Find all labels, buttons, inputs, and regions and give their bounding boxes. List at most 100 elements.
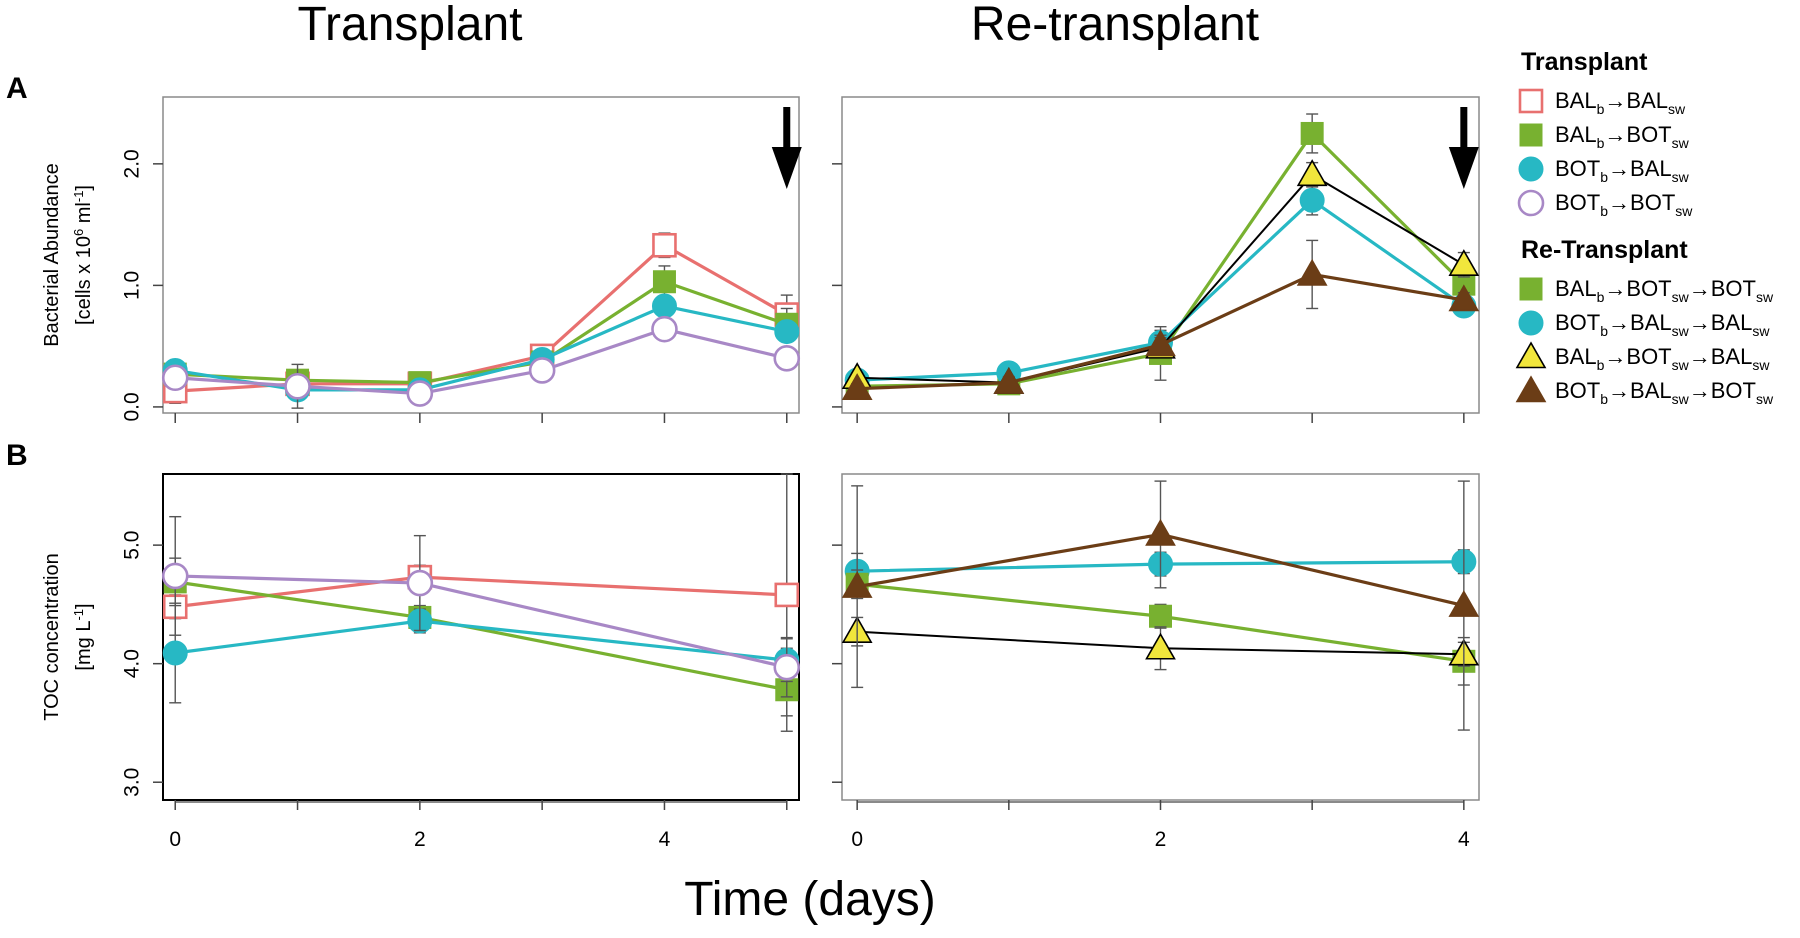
legend-title: Re-Transplant [1521,236,1688,264]
legend-subscript: b [1597,289,1605,305]
legend-text: BAL [1555,88,1597,113]
legend-subscript: b [1600,391,1608,407]
legend-subscript: sw [1672,135,1690,151]
data-point [1296,159,1328,187]
series-line [175,327,788,396]
legend-subscript: sw [1672,357,1690,373]
x-tick-label: 2 [414,828,426,851]
legend-group-1: Re-TransplantBALb→BOTsw→BOTswBOTb→BALsw→… [1515,236,1774,407]
legend-subscript: b [1597,101,1605,117]
data-point [406,380,434,407]
y-axis-label: Bacterial Abundance [41,163,63,346]
legend-marker [1518,310,1544,336]
data-point [773,345,801,372]
column-title-retransplant: Re-transplant [971,0,1259,51]
legend: TransplantBALb→BALswBALb→BOTswBOTb→BALsw… [1515,48,1774,407]
unit-superscript: -1 [71,191,86,203]
legend-text: BOT [1555,190,1600,215]
data-point [284,372,311,400]
legend-subscript: b [1600,203,1608,219]
legend-text: →BAL [1689,344,1753,369]
legend-label: BOTb→BALsw [1555,156,1690,185]
unit-superscript: 6 [71,229,86,236]
data-point [1448,589,1480,617]
legend-marker [1518,156,1544,182]
data-point [162,640,188,666]
legend-marker [1519,123,1543,147]
legend-marker [1515,375,1547,403]
data-point [652,270,676,294]
legend-entry: BOTb→BALsw [1518,156,1690,185]
legend-subscript: sw [1672,169,1690,185]
y-axis-unit: [mg L-1] [71,603,96,670]
legend-subscript: sw [1672,323,1690,339]
series-2 [162,602,800,704]
series-3 [841,480,1480,731]
series-3 [161,515,801,698]
data-point [841,571,873,598]
plot-frame [162,473,800,801]
unit-part: ] [73,185,95,191]
series-3 [161,315,801,409]
legend-text: BOT [1555,378,1600,403]
panel-letter-a: A [6,72,28,105]
plot-frame [162,96,800,414]
data-point [773,653,801,681]
legend-text: BOT [1555,310,1600,335]
legend-subscript: sw [1752,323,1770,339]
legend-entry: BALb→BOTsw→BOTsw [1519,276,1774,305]
legend-subscript: b [1600,169,1608,185]
y-axis-unit: [cells x 106 ml-1] [71,185,96,325]
panel-b-retransplant: 0 2 4 [832,473,1480,851]
series-1 [163,557,799,732]
legend-text: →BAL [1604,88,1668,113]
legend-entry: BOTb→BALsw→BOTsw [1515,375,1774,407]
legend-text: →BOT [1689,378,1756,403]
column-title-transplant: Transplant [298,0,523,51]
legend-label: BALb→BOTsw→BOTsw [1555,276,1774,305]
data-point [161,562,189,590]
series-line [175,619,787,662]
data-point [1448,249,1480,277]
series-2 [841,159,1480,394]
data-point [1300,121,1324,145]
y-tick-label: 4.0 [121,649,144,678]
legend-text: →BOT [1604,276,1671,301]
legend-subscript: sw [1675,203,1693,219]
arrow-head [1448,147,1479,189]
x-tick-label: 2 [1155,828,1167,851]
legend-entry: BOTb→BALsw→BALsw [1518,310,1770,339]
series-3 [841,239,1480,400]
x-tick-label: 0 [169,828,181,851]
y-tick-label: 2.0 [121,149,144,178]
data-point [406,569,434,597]
legend-subscript: sw [1672,391,1690,407]
x-axis-title: Time (days) [684,873,936,926]
legend-text: BAL [1555,276,1597,301]
legend-text: →BOT [1608,190,1675,215]
series-line [175,243,788,393]
legend-subscript: b [1597,135,1605,151]
legend-subscript: sw [1668,101,1686,117]
y-tick-label: 5.0 [121,531,144,560]
legend-label: BOTb→BALsw→BALsw [1555,310,1770,339]
data-point [651,293,677,319]
legend-entry: BOTb→BOTsw [1517,189,1693,219]
legend-subscript: sw [1756,289,1774,305]
legend-text: →BAL [1608,378,1672,403]
legend-title: Transplant [1521,48,1648,76]
legend-entry: BALb→BALsw [1518,88,1686,117]
y-tick-label: 0.0 [121,392,144,421]
legend-subscript: sw [1752,357,1770,373]
legend-text: BOT [1555,156,1600,181]
legend-label: BOTb→BOTsw [1555,190,1693,219]
data-point [774,319,800,345]
legend-text: BAL [1555,122,1597,147]
unit-part: ] [73,603,95,609]
panel-letter-b: B [6,439,28,472]
data-point [841,373,873,400]
data-point [1145,518,1176,546]
unit-part: [cells x 10 [73,236,95,325]
data-point [1299,187,1325,213]
data-point [652,232,677,258]
